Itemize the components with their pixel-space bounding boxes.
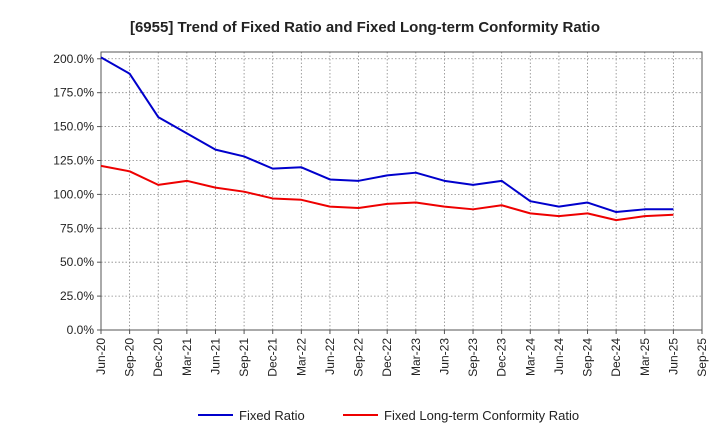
x-tick-label: Dec-22 bbox=[380, 338, 394, 377]
x-tick-label: Sep-22 bbox=[352, 338, 366, 377]
x-tick-label: Sep-21 bbox=[237, 338, 251, 377]
y-tick-label: 75.0% bbox=[60, 221, 94, 235]
x-tick-label: Mar-23 bbox=[409, 338, 423, 376]
y-tick-label: 25.0% bbox=[60, 289, 94, 303]
legend: Fixed Ratio Fixed Long-term Conformity Ra… bbox=[198, 408, 579, 423]
y-tick-label: 100.0% bbox=[53, 187, 94, 201]
x-tick-label: Dec-21 bbox=[266, 338, 280, 377]
chart-title: [6955] Trend of Fixed Ratio and Fixed Lo… bbox=[130, 19, 600, 36]
x-tick-label: Jun-23 bbox=[437, 338, 451, 375]
axes bbox=[97, 51, 703, 334]
x-tick-label: Dec-23 bbox=[495, 338, 509, 377]
legend-label-1: Fixed Long-term Conformity Ratio bbox=[384, 408, 579, 423]
y-tick-label: 0.0% bbox=[67, 323, 95, 337]
grid bbox=[101, 52, 702, 330]
series-line-1 bbox=[100, 164, 674, 222]
x-tick-label: Sep-20 bbox=[123, 338, 137, 377]
y-tick-label: 50.0% bbox=[60, 255, 94, 269]
x-tick-label: Dec-20 bbox=[151, 338, 165, 377]
x-tick-label: Mar-21 bbox=[180, 338, 194, 376]
y-tick-label: 175.0% bbox=[53, 86, 94, 100]
x-tick-label: Jun-20 bbox=[94, 338, 108, 375]
y-tick-label: 200.0% bbox=[53, 52, 94, 66]
x-tick-label: Dec-24 bbox=[609, 338, 623, 377]
y-tick-label: 125.0% bbox=[53, 153, 94, 167]
x-tick-label: Mar-25 bbox=[638, 338, 652, 376]
legend-label-0: Fixed Ratio bbox=[239, 408, 305, 423]
x-tick-label: Sep-24 bbox=[581, 338, 595, 377]
plot-area bbox=[100, 51, 703, 331]
x-tick-label: Jun-24 bbox=[552, 338, 566, 375]
x-tick-labels: Jun-20 Sep-20 Dec-20 Mar-21 Jun-21 Sep-21 Dec-… bbox=[94, 338, 709, 377]
x-tick-label: Jun-25 bbox=[666, 338, 680, 375]
series-lines bbox=[100, 56, 674, 222]
y-tick-label: 150.0% bbox=[53, 120, 94, 134]
series-line-0 bbox=[100, 56, 674, 214]
x-tick-label: Mar-22 bbox=[294, 338, 308, 376]
x-tick-label: Sep-23 bbox=[466, 338, 480, 377]
y-tick-labels: 0.0% 25.0% 50.0% 75.0% 100.0% 125.0% 150.0% 175… bbox=[53, 52, 94, 337]
x-tick-label: Jun-21 bbox=[208, 338, 222, 375]
x-tick-label: Jun-22 bbox=[323, 338, 337, 375]
x-tick-label: Mar-24 bbox=[523, 338, 537, 376]
x-tick-label: Sep-25 bbox=[695, 338, 709, 377]
